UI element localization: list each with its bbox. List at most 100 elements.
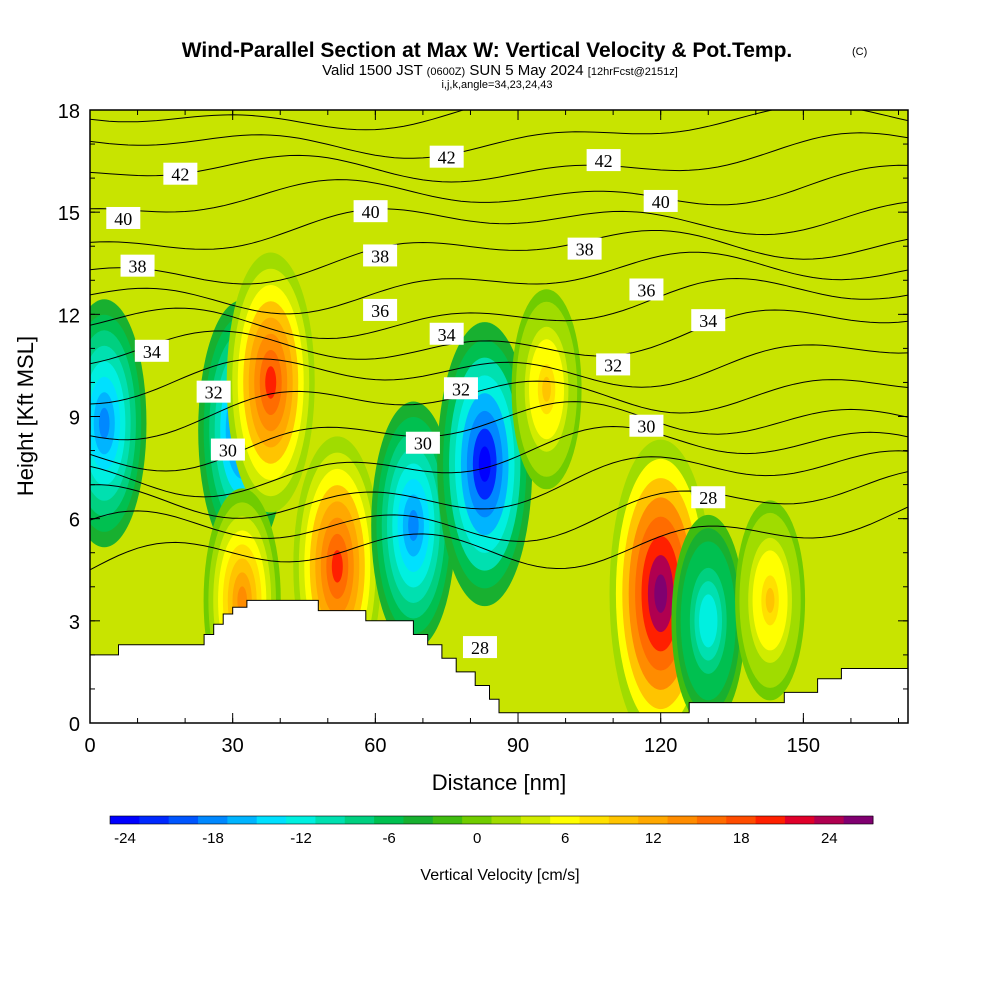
colorbar-swatch	[168, 816, 199, 824]
colorbar-swatch	[344, 816, 375, 824]
colorbar-swatch	[491, 816, 522, 824]
y-tick-label: 18	[58, 101, 80, 123]
svg-text:40: 40	[652, 192, 670, 212]
contour-labels: 42 42 42 40 40 40 38 38 38 36 36 34 34 34 32 32 32 30 30 30…	[106, 145, 726, 659]
contour-label: 32	[443, 377, 478, 400]
svg-text:42: 42	[438, 148, 456, 168]
colorbar-swatch	[286, 816, 316, 824]
colorbar-tick-label: 12	[645, 830, 662, 847]
svg-text:36: 36	[637, 280, 655, 300]
theta-contour	[90, 164, 908, 213]
contour-label: 34	[429, 322, 464, 345]
contour-label: 28	[462, 636, 497, 659]
contour-label: 38	[120, 254, 155, 277]
velocity-cell	[331, 550, 343, 583]
colorbar-swatch	[814, 816, 845, 824]
velocity-cell	[408, 509, 419, 541]
colorbar-swatch	[784, 816, 815, 824]
theta-contour	[90, 110, 466, 131]
contour-label: 40	[353, 200, 388, 223]
theta-contour	[90, 506, 908, 571]
contour-label: 40	[643, 189, 678, 212]
theta-contour	[90, 277, 908, 340]
svg-text:38: 38	[129, 257, 147, 277]
colorbar-swatch	[110, 816, 140, 824]
contour-label: 30	[629, 414, 664, 437]
svg-text:34: 34	[143, 342, 161, 362]
theta-contour	[90, 132, 908, 183]
colorbar-swatch	[139, 816, 170, 824]
contour-label: 28	[691, 486, 726, 509]
theta-contour	[90, 450, 908, 519]
valid-time: Valid 1500 JST	[322, 62, 422, 79]
y-tick-label: 0	[69, 714, 80, 736]
svg-text:42: 42	[171, 165, 189, 185]
colorbar-tick-label: 24	[821, 830, 838, 847]
theta-contour	[90, 344, 908, 405]
colorbar-swatch	[227, 816, 258, 824]
svg-text:40: 40	[362, 202, 380, 222]
colorbar-swatch	[696, 816, 727, 824]
colorbar-swatch	[432, 816, 463, 824]
colorbar-ticks: -24 -18 -12 -6 0 6 12 18 24	[114, 830, 837, 847]
colorbar-tick-label: 0	[473, 830, 481, 847]
colorbar-swatch	[256, 816, 287, 824]
chart-subtitle: Valid 1500 JST (0600Z) SUN 5 May 2024 [1…	[322, 62, 678, 79]
velocity-cell	[654, 574, 668, 613]
x-tick-label: 30	[222, 735, 244, 757]
svg-text:28: 28	[699, 488, 717, 508]
svg-text:34: 34	[438, 325, 456, 345]
y-tick-label: 12	[58, 305, 80, 327]
y-axis-label: Height [Kft MSL]	[13, 336, 38, 496]
x-tick-label: 60	[364, 735, 386, 757]
theta-contour	[90, 251, 908, 315]
contour-label: 38	[363, 244, 398, 267]
forecast-info: [12hrFcst@2151z]	[588, 66, 678, 78]
x-tick-label: 90	[507, 735, 529, 757]
colorbar-swatch	[667, 816, 698, 824]
x-tick-label: 0	[84, 735, 95, 757]
contour-label: 34	[691, 309, 726, 332]
contour-label: 42	[163, 162, 198, 185]
x-tick-label: 120	[644, 735, 677, 757]
svg-text:30: 30	[637, 417, 655, 437]
velocity-cell	[265, 366, 277, 399]
y-tick-label: 6	[69, 510, 80, 532]
svg-text:28: 28	[471, 638, 489, 658]
contour-label: 42	[586, 149, 621, 172]
chart-title: Wind-Parallel Section at Max W: Vertical…	[182, 39, 793, 62]
colorbar-swatch	[726, 816, 757, 824]
svg-text:32: 32	[452, 379, 470, 399]
velocity-cell	[478, 446, 491, 482]
svg-text:32: 32	[604, 355, 622, 375]
theta-contour	[90, 379, 908, 441]
contour-label: 40	[106, 206, 141, 229]
svg-text:42: 42	[595, 151, 613, 171]
colorbar-swatch	[550, 816, 581, 824]
colorbar-swatch	[638, 816, 669, 824]
x-axis-label: Distance [nm]	[432, 770, 567, 795]
velocity-cell	[98, 407, 110, 439]
contour-label: 30	[210, 438, 245, 461]
x-tick-label: 150	[787, 735, 820, 757]
svg-text:40: 40	[114, 209, 132, 229]
valid-date: SUN 5 May 2024	[469, 62, 583, 79]
colorbar-swatch	[579, 816, 610, 824]
y-tick-label: 15	[58, 203, 80, 225]
colorbar-swatch	[374, 816, 404, 824]
colorbar-swatch	[843, 816, 874, 824]
terrain-mask	[90, 599, 908, 723]
contour-label: 32	[596, 353, 631, 376]
velocity-cell	[703, 607, 713, 635]
svg-text:34: 34	[699, 311, 717, 331]
colorbar-swatch	[755, 816, 786, 824]
contour-label: 34	[134, 339, 169, 362]
x-axis-ticks: 0 30 60 90 120 150	[84, 110, 899, 757]
contour-label: 36	[363, 298, 398, 321]
svg-text:38: 38	[576, 240, 594, 260]
vertical-velocity-field: 42 42 42 40 40 40 38 38 38 36 36 34 34 34 32 32 32 30 30 30…	[90, 110, 908, 723]
colorbar	[109, 815, 874, 825]
svg-text:30: 30	[414, 434, 432, 454]
